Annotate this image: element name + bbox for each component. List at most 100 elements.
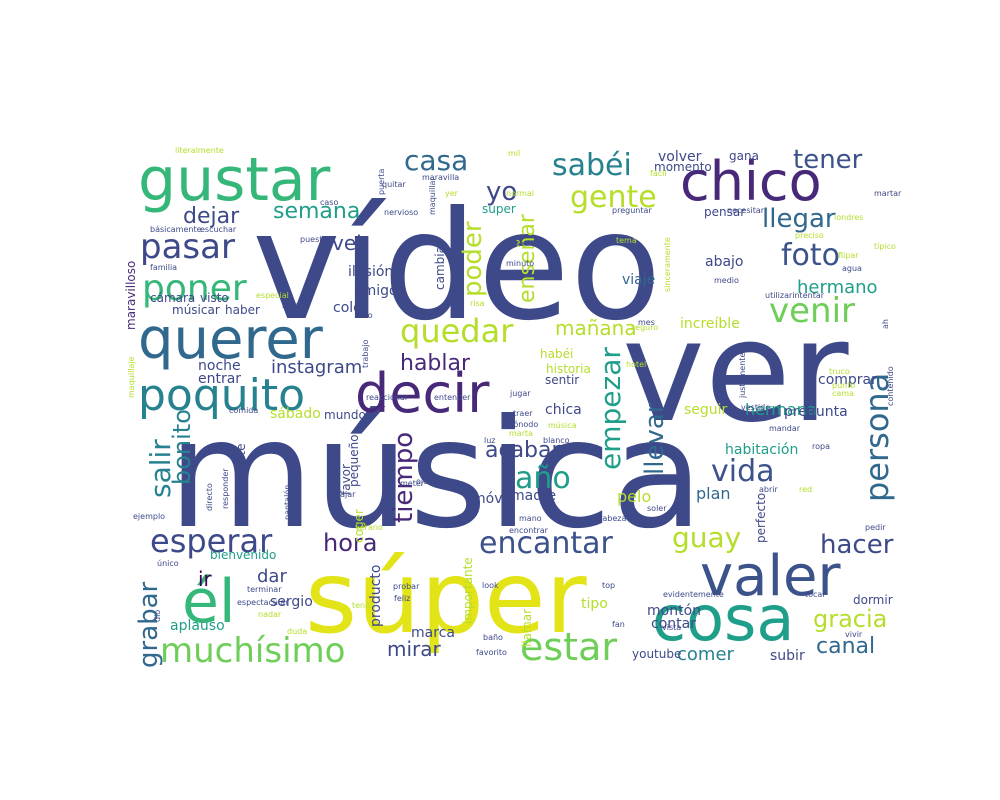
word-súper: súper (305, 539, 587, 656)
word-gana: gana (729, 149, 759, 163)
word-pequeño: pequeño (347, 434, 361, 487)
word-normal: normal (506, 189, 534, 198)
word-trabajo: trabajo (361, 339, 370, 368)
word-ver: ver (622, 291, 849, 454)
word-ejemplo: ejemplo (133, 512, 165, 521)
word-tener: tener (793, 145, 863, 175)
word-tipo: tipo (581, 596, 608, 612)
word-pelo: pelo (617, 487, 651, 506)
word-vida: vida (711, 454, 775, 489)
word-volver: volver (658, 149, 702, 165)
word-instagram: instagram (271, 357, 362, 378)
word-canal: canal (816, 634, 875, 659)
word-literalmente: literalmente (175, 146, 224, 155)
word-soler: soler (647, 504, 667, 513)
word-historia: historia (546, 362, 591, 376)
word-empezar: empezar (594, 347, 627, 470)
word-verano: verano (355, 523, 383, 532)
word-momento: momento (654, 160, 712, 174)
word-familia: familia (150, 263, 177, 272)
word-abrir: abrir (759, 485, 778, 494)
word-hablar: hablar (400, 351, 471, 376)
word-móvil: móvil (472, 491, 510, 507)
word-cámara: cámara (150, 291, 195, 305)
word-tiempo: tiempo (389, 432, 419, 523)
word-decir: decir (355, 362, 490, 425)
word-único: único (157, 559, 179, 568)
word-cama: cama (832, 389, 854, 398)
word-grabar: grabar (134, 581, 164, 668)
word-venir: venir (769, 291, 855, 331)
word-top: top (602, 581, 615, 590)
word-flipar: flipar (838, 251, 859, 260)
word-madre: madre (511, 488, 556, 504)
word-haber: haber (225, 303, 260, 317)
word-hora: hora (323, 529, 377, 557)
word-medio: medio (714, 276, 739, 285)
word-poder: poder (458, 221, 488, 297)
word-vei: vei (332, 231, 362, 255)
word-ilusión: ilusión (348, 264, 393, 280)
word-probar: probar (393, 582, 420, 591)
word-maquillar: maquillar (428, 177, 437, 215)
word-yo: yo (486, 177, 517, 207)
word-muchísimo: muchísimo (160, 631, 345, 671)
word-cosa: cosa (652, 582, 794, 655)
word-mundo: mundo (324, 408, 366, 422)
word-cara: cara (286, 456, 302, 487)
word-visto: visto (200, 291, 229, 305)
word-viaje: viaje (622, 272, 655, 288)
word-llamar: llamar (520, 609, 534, 647)
word-coger: coger (352, 509, 366, 543)
word-música: música (548, 421, 577, 430)
word-marca: marca (411, 625, 455, 641)
word-mes: mes (638, 318, 655, 327)
word-preciso: preciso (795, 231, 824, 240)
word-valer: valer (700, 544, 841, 609)
word-punto: punto (832, 381, 855, 390)
word-hotel: hotel (626, 360, 646, 369)
word-producto: producto (368, 565, 384, 627)
word-pedir: pedir (865, 523, 886, 532)
word-truco: truco (829, 367, 850, 376)
word-realmente: realmente (234, 443, 248, 505)
word-chico: chico (680, 150, 822, 213)
word-entender: entender (434, 393, 471, 402)
word-subir: subir (770, 648, 805, 664)
word-bienvenido: bienvenido (210, 548, 276, 562)
word-evidentemente: evidentemente (663, 590, 724, 599)
word-mañana: mañana (555, 316, 637, 340)
word-minuto: minuto (506, 259, 534, 268)
word-dar: dar (257, 566, 287, 587)
word-cabeza: cabeza (598, 514, 627, 523)
word-pensar: pensar (704, 205, 745, 219)
word-habéi: habéi (540, 347, 573, 361)
word-maquillaje: maquillaje (127, 356, 136, 398)
word-mandar: mandar (769, 424, 801, 433)
word-caso: caso (320, 198, 338, 207)
word-quitar: quitar (382, 180, 406, 189)
word-mirad: mirad (506, 239, 529, 248)
word-maravilla: maravilla (422, 173, 459, 182)
word-favor: favor (339, 464, 353, 495)
word-youtube: youtube (632, 647, 681, 661)
word-color: color (333, 300, 368, 316)
word-fan: fan (612, 620, 625, 629)
word-dejar: dejar (183, 204, 240, 229)
word-yer: yer (445, 189, 459, 198)
word-contar: contar (651, 616, 696, 632)
word-pantalón: pantalón (282, 485, 292, 520)
word-básicamente: básicamente (150, 225, 202, 234)
word-plan: plan (696, 484, 731, 503)
word-mano: mano (519, 514, 542, 523)
word-justamente: justamente (738, 353, 747, 399)
word-quedar: quedar (400, 312, 514, 350)
word-mil: mil (508, 149, 520, 158)
word-super: super (482, 202, 516, 216)
word-sergio: sergio (270, 594, 313, 610)
word-sabéi: sabéi (552, 148, 632, 183)
word-poquito: poquito (138, 370, 305, 421)
word-enseñar: enseñar (515, 213, 540, 303)
word-seguir: seguir (684, 402, 728, 418)
